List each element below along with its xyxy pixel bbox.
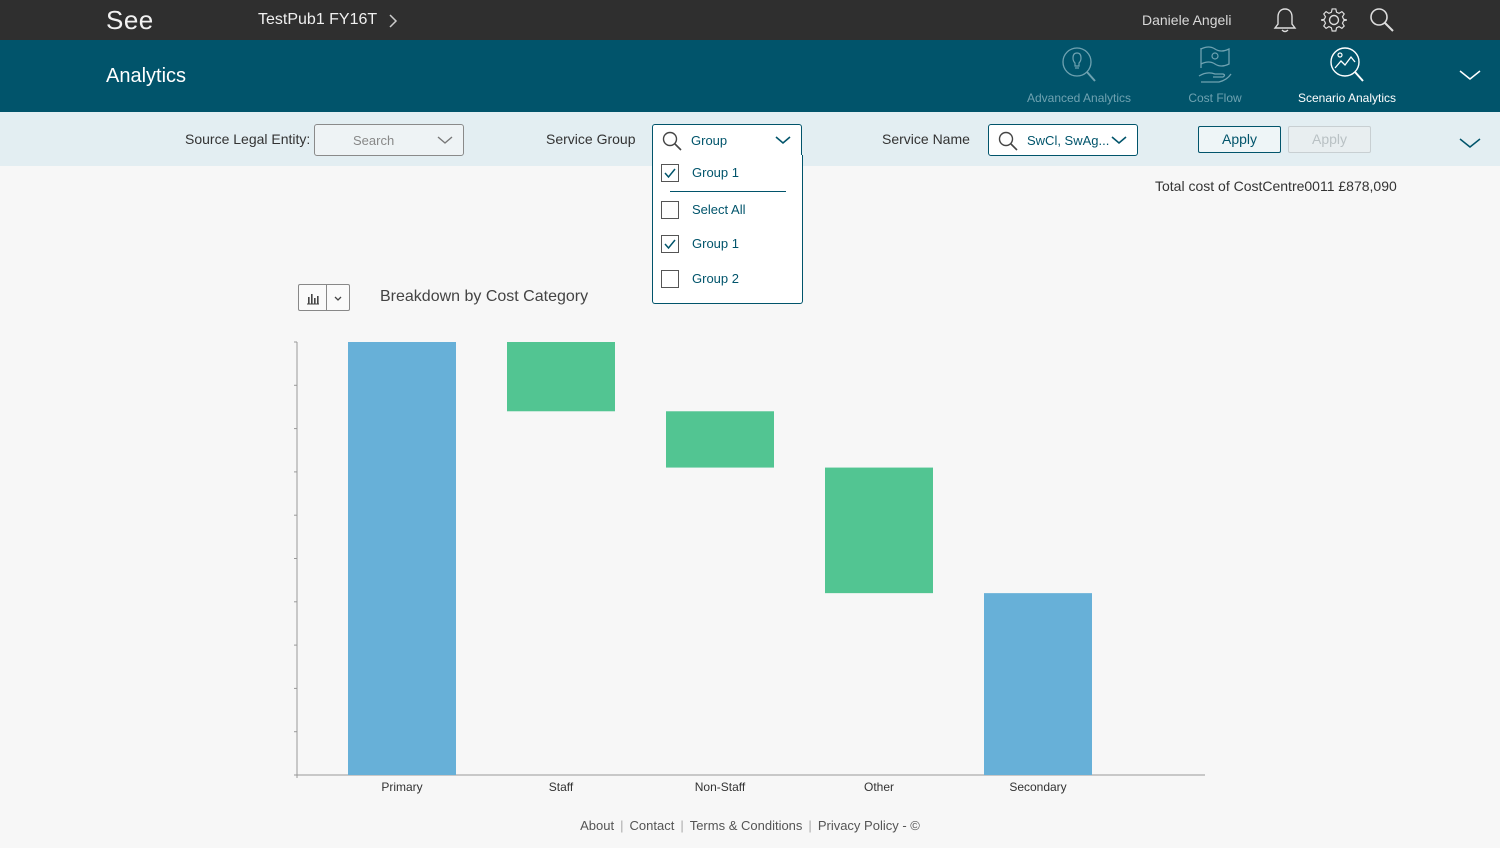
service-name-select[interactable]: SwCl, SwAg...	[988, 124, 1138, 156]
bulb-search-icon	[1062, 47, 1096, 82]
x-tick-label: Staff	[549, 780, 574, 794]
bar-chart-icon	[307, 294, 319, 305]
bar-primary	[348, 342, 456, 775]
nav-label: Cost Flow	[1188, 91, 1242, 105]
footer-link-contact[interactable]: Contact	[629, 818, 675, 833]
nav-cost-flow[interactable]: Cost Flow	[1150, 44, 1280, 108]
total-cost-text: Total cost of CostCentre0011 £878,090	[1155, 178, 1397, 194]
toggle-divider	[326, 285, 327, 310]
checkbox[interactable]	[661, 270, 679, 288]
dropdown-divider	[670, 191, 786, 192]
dropdown-item-label: Group 2	[692, 271, 739, 286]
source-search-placeholder: Search	[353, 133, 395, 148]
dropdown-item-label: Select All	[692, 202, 746, 217]
nav-scenario-analytics[interactable]: Scenario Analytics	[1282, 44, 1412, 108]
bar-secondary	[984, 593, 1092, 775]
bar-non-staff	[666, 411, 774, 468]
service-group-select[interactable]: Group	[652, 124, 802, 157]
dropdown-item-label: Group 1	[692, 236, 739, 251]
flag-hand-icon	[1198, 46, 1232, 83]
chevron-down-icon	[437, 136, 453, 144]
search-icon	[998, 131, 1018, 151]
footer: About | Contact | Terms & Conditions | Privacy…	[580, 818, 920, 833]
source-legal-entity-select[interactable]: Search	[314, 124, 464, 156]
checkmark-icon	[664, 168, 676, 179]
nav-label: Scenario Analytics	[1297, 91, 1397, 105]
top-bar: See TestPub1 FY16T Daniele Angeli	[0, 0, 1500, 40]
bar-staff	[507, 342, 615, 412]
service-group-label: Service Group	[546, 131, 636, 147]
dropdown-item-label: Group 1	[692, 165, 739, 180]
chevron-down-icon[interactable]	[1458, 68, 1482, 82]
footer-link-privacy[interactable]: Privacy Policy - ©	[817, 818, 920, 833]
page-title: Analytics	[106, 65, 187, 87]
chevron-down-icon[interactable]	[1458, 136, 1482, 150]
brand-logo[interactable]: See	[106, 5, 154, 35]
footer-link-about[interactable]: About	[580, 818, 615, 833]
checkbox[interactable]	[661, 164, 679, 182]
x-tick-label: Primary	[381, 780, 422, 794]
apply-button[interactable]: Apply	[1198, 126, 1281, 153]
breadcrumb[interactable]: TestPub1 FY16T	[258, 11, 378, 28]
x-tick-label: Secondary	[1009, 780, 1066, 794]
service-group-dropdown: Group 1 Select All Group 1 Group 2	[652, 155, 803, 304]
scenario-search-icon	[1330, 47, 1364, 82]
chart-type-toggle[interactable]	[298, 284, 350, 311]
gear-icon[interactable]	[1320, 6, 1348, 34]
chevron-right-icon[interactable]	[388, 13, 398, 29]
chart-title: Breakdown by Cost Category	[380, 288, 589, 305]
analytics-header: Analytics Advanced Analytics Cost Flow S…	[0, 40, 1500, 112]
dropdown-item-group-2[interactable]: Group 2	[661, 269, 791, 289]
dropdown-selected-item[interactable]: Group 1	[661, 163, 791, 183]
nav-label: Advanced Analytics	[1026, 91, 1132, 105]
source-legal-entity-label: Source Legal Entity:	[185, 131, 311, 147]
x-tick-label: Non-Staff	[695, 780, 746, 794]
service-group-value: Group	[691, 133, 728, 148]
footer-link-terms[interactable]: Terms & Conditions	[689, 818, 803, 833]
checkmark-icon	[664, 239, 676, 250]
chevron-down-icon[interactable]	[332, 294, 344, 303]
checkbox[interactable]	[661, 201, 679, 219]
apply-disabled-button[interactable]: Apply	[1288, 126, 1371, 153]
search-icon	[662, 131, 682, 151]
x-tick-label: Other	[864, 780, 894, 794]
chevron-down-icon	[775, 136, 791, 145]
dropdown-item-group-1[interactable]: Group 1	[661, 234, 791, 254]
service-name-label: Service Name	[882, 131, 970, 147]
nav-advanced-analytics[interactable]: Advanced Analytics	[1014, 44, 1144, 108]
bar-other	[825, 467, 933, 594]
bell-icon[interactable]	[1271, 6, 1299, 34]
dropdown-select-all[interactable]: Select All	[661, 200, 791, 220]
checkbox[interactable]	[661, 235, 679, 253]
chevron-down-icon	[1111, 136, 1127, 145]
user-name[interactable]: Daniele Angeli	[1142, 12, 1232, 28]
service-name-value: SwCl, SwAg...	[1027, 133, 1110, 148]
search-icon[interactable]	[1368, 6, 1396, 34]
